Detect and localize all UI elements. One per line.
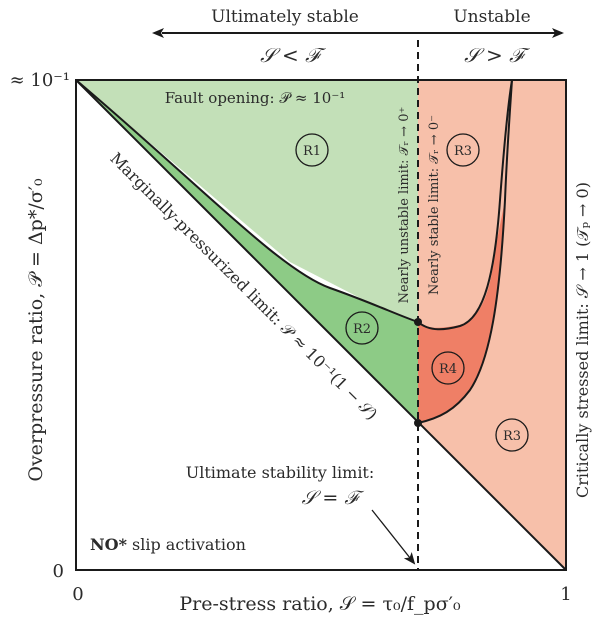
- region-r2-marker: R2: [345, 311, 379, 345]
- marginal-limit-line: [75, 79, 567, 571]
- x-tick-one: 1: [560, 584, 571, 605]
- region-r3-upper-marker: R3: [446, 133, 480, 167]
- region-r4-fill: [418, 200, 505, 423]
- y-tick-top: ≈ 10⁻¹: [10, 70, 70, 91]
- region-r4-label: R4: [439, 362, 457, 377]
- plot-frame: [75, 79, 567, 571]
- critically-stressed-label: Critically stressed limit: 𝒮 → 1 (𝒯ₚ → 0…: [573, 182, 592, 498]
- ultimate-stability-title: Ultimate stability limit:: [186, 463, 375, 482]
- nearly-stable-label: Nearly stable limit: 𝒯ᵣ → 0⁻: [427, 115, 442, 295]
- y-tick-zero: 0: [53, 561, 64, 582]
- fault-opening-label: Fault opening: 𝒫 ≈ 10⁻¹: [165, 89, 346, 107]
- x-tick-zero: 0: [72, 584, 83, 605]
- nearly-unstable-curve: [75, 79, 419, 323]
- region-r1-label: R1: [303, 144, 321, 159]
- no-slip-bold: NO*: [90, 535, 128, 554]
- stable-relation: 𝒮 < ℱ: [260, 43, 326, 67]
- ultimately-stable-label: Ultimately stable: [211, 7, 359, 27]
- y-axis-label: Overpressure ratio, 𝒫 = Δp*/σ′₀: [25, 178, 47, 482]
- region-r4-marker: R4: [431, 351, 465, 385]
- region-r3-lower-label: R3: [503, 429, 521, 444]
- unstable-label: Unstable: [453, 7, 530, 27]
- no-slip-label: NO* slip activation: [90, 535, 246, 554]
- region-r3-upper-label: R3: [454, 144, 472, 159]
- ultimate-stability-relation: 𝒮 = ℱ: [302, 487, 365, 509]
- region-r1-marker: R1: [295, 133, 329, 167]
- nearly-stable-curve-upper: [417, 79, 513, 331]
- region-r3-lower-marker: R3: [495, 418, 529, 452]
- x-axis-label: Pre-stress ratio, 𝒮 = τ₀/f_pσ′₀: [179, 593, 461, 615]
- unstable-relation: 𝒮 > ℱ: [464, 43, 530, 67]
- region-r1-fill: [76, 80, 418, 322]
- ultimate-pointer-arrow: [371, 509, 416, 565]
- nearly-unstable-label: Nearly unstable limit: 𝒯ᵣ → 0⁺: [397, 107, 412, 304]
- upper-junction-dot: [414, 318, 422, 326]
- lower-junction-dot: [414, 419, 422, 427]
- no-slip-rest: slip activation: [127, 535, 246, 554]
- nearly-stable-curve-lower: [417, 79, 513, 424]
- region-r2-label: R2: [353, 322, 371, 337]
